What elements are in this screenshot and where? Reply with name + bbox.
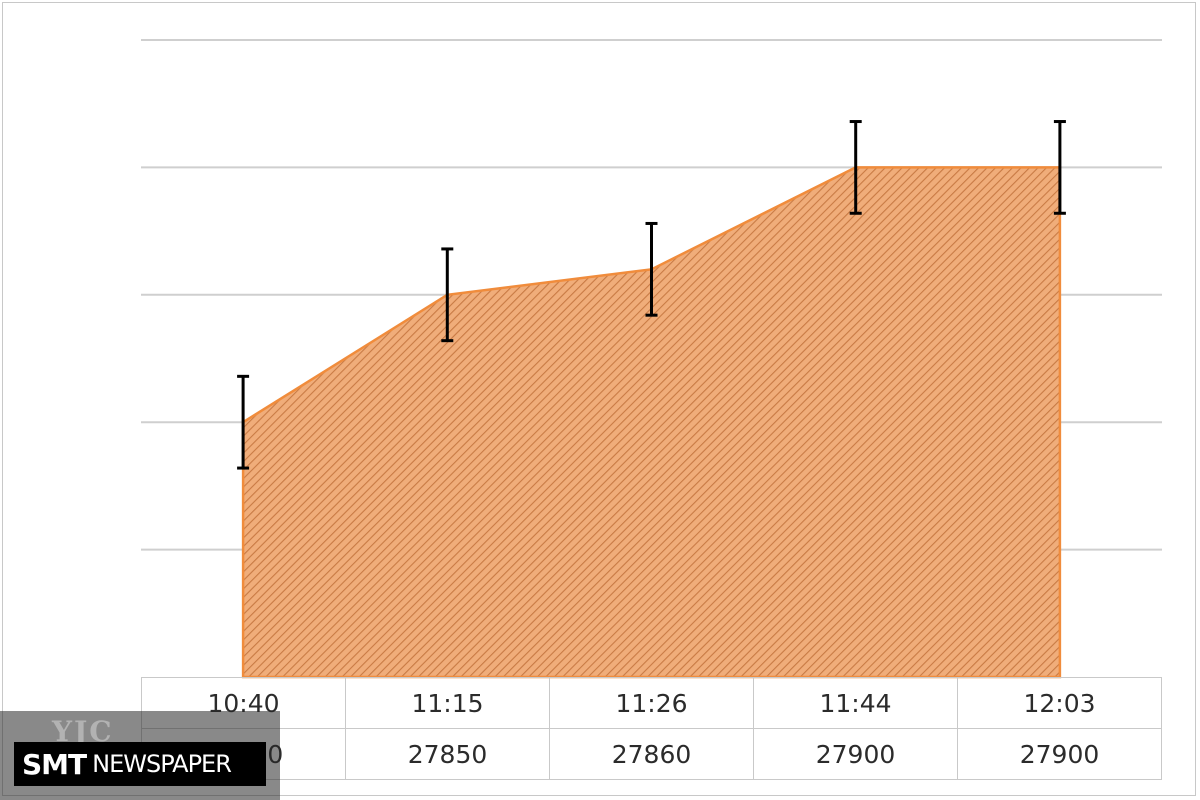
table-cell-value: 27900 <box>957 728 1162 780</box>
error-bar <box>1053 120 1066 215</box>
table-cell-value: 27900 <box>753 728 958 780</box>
watermark-banner: SMT NEWSPAPER <box>14 742 266 786</box>
watermark: YJC SMT NEWSPAPER <box>0 711 280 800</box>
error-bar <box>441 247 454 343</box>
data-table: 10:40 11:15 11:26 11:44 12:03 27800 2785… <box>141 677 1162 780</box>
error-bar <box>645 221 658 317</box>
table-cell-value: 27860 <box>549 728 754 780</box>
table-cell-time: 11:26 <box>549 677 754 729</box>
watermark-brand-rest: NEWSPAPER <box>92 750 232 778</box>
table-cell-value: 27850 <box>345 728 550 780</box>
table-cell-time: 11:15 <box>345 677 550 729</box>
error-bar <box>849 120 862 215</box>
table-row-time: 10:40 11:15 11:26 11:44 12:03 <box>141 677 1162 729</box>
watermark-brand-bold: SMT <box>22 747 87 781</box>
table-cell-time: 12:03 <box>957 677 1162 729</box>
error-bar <box>237 374 250 470</box>
table-cell-time: 11:44 <box>753 677 958 729</box>
table-row-value: 27800 27850 27860 27900 27900 <box>141 728 1162 780</box>
